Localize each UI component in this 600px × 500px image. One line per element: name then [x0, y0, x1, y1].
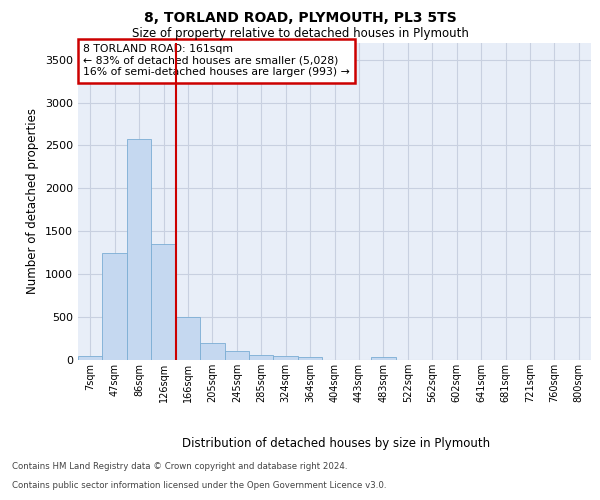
Text: Size of property relative to detached houses in Plymouth: Size of property relative to detached ho… — [131, 27, 469, 40]
Text: 8 TORLAND ROAD: 161sqm
← 83% of detached houses are smaller (5,028)
16% of semi-: 8 TORLAND ROAD: 161sqm ← 83% of detached… — [83, 44, 350, 78]
Bar — [249, 356, 274, 360]
Bar — [151, 244, 176, 360]
Bar — [371, 358, 395, 360]
Text: Distribution of detached houses by size in Plymouth: Distribution of detached houses by size … — [182, 438, 490, 450]
Bar — [274, 356, 298, 360]
Text: Contains public sector information licensed under the Open Government Licence v3: Contains public sector information licen… — [12, 481, 386, 490]
Bar — [103, 252, 127, 360]
Bar — [200, 343, 224, 360]
Text: Contains HM Land Registry data © Crown copyright and database right 2024.: Contains HM Land Registry data © Crown c… — [12, 462, 347, 471]
Y-axis label: Number of detached properties: Number of detached properties — [26, 108, 40, 294]
Bar — [224, 350, 249, 360]
Bar — [127, 138, 151, 360]
Text: 8, TORLAND ROAD, PLYMOUTH, PL3 5TS: 8, TORLAND ROAD, PLYMOUTH, PL3 5TS — [143, 11, 457, 25]
Bar — [78, 356, 103, 360]
Bar — [176, 317, 200, 360]
Bar — [298, 358, 322, 360]
